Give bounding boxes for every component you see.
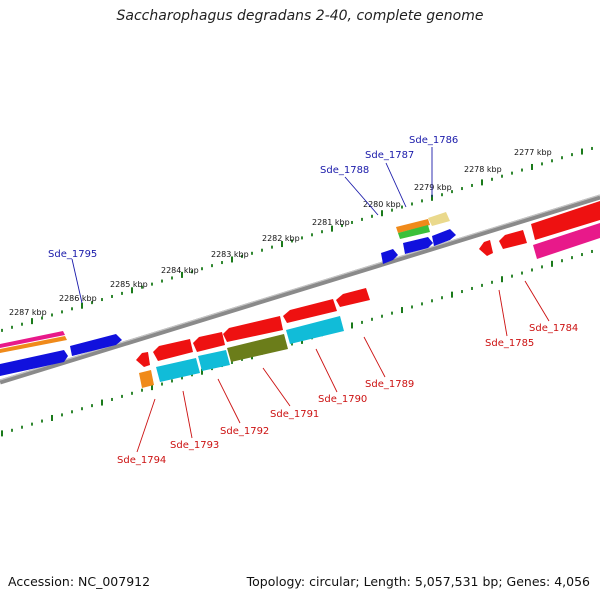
gene-feature[interactable] bbox=[193, 332, 225, 352]
genome-backbone-highlight bbox=[0, 194, 600, 381]
gene-label[interactable]: Sde_1787 bbox=[365, 150, 414, 161]
gene-feature[interactable] bbox=[428, 212, 450, 226]
gene-feature[interactable] bbox=[139, 370, 154, 388]
scale-label: 2280 kbp bbox=[363, 200, 401, 209]
scale-label: 2277 kbp bbox=[514, 148, 552, 157]
gene-feature[interactable] bbox=[223, 316, 283, 342]
reverse-strand-genes bbox=[136, 230, 527, 388]
scale-label: 2279 kbp bbox=[414, 183, 452, 192]
gene-label[interactable]: Sde_1792 bbox=[220, 426, 269, 437]
gene-feature[interactable] bbox=[398, 225, 430, 239]
gene-feature[interactable] bbox=[531, 201, 600, 240]
gene-feature[interactable] bbox=[156, 358, 200, 382]
gene-label[interactable]: Sde_1788 bbox=[320, 165, 369, 176]
gene-feature[interactable] bbox=[381, 249, 398, 264]
gene-feature[interactable] bbox=[432, 229, 456, 246]
scale-label: 2285 kbp bbox=[110, 280, 148, 289]
genome-backbone bbox=[0, 194, 600, 385]
gene-label[interactable]: Sde_1794 bbox=[117, 455, 166, 466]
gene-label[interactable]: Sde_1795 bbox=[48, 249, 97, 260]
scale-label: 2287 kbp bbox=[9, 308, 47, 317]
gene-feature[interactable] bbox=[283, 299, 337, 323]
figure-title: Saccharophagus degradans 2-40, complete … bbox=[116, 8, 484, 24]
gene-feature[interactable] bbox=[70, 334, 122, 356]
scale-label: 2282 kbp bbox=[262, 234, 300, 243]
gene-label[interactable]: Sde_1789 bbox=[365, 379, 414, 390]
gene-feature[interactable] bbox=[136, 352, 150, 367]
gene-feature[interactable] bbox=[227, 334, 288, 362]
scale-label: 2286 kbp bbox=[59, 294, 97, 303]
gene-feature[interactable] bbox=[479, 240, 493, 256]
gene-feature[interactable] bbox=[0, 336, 67, 353]
gene-feature[interactable] bbox=[198, 350, 230, 371]
gene-label[interactable]: Sde_1791 bbox=[270, 409, 319, 420]
scale-ticks-upper bbox=[1, 146, 593, 332]
scale-label: 2281 kbp bbox=[312, 218, 350, 227]
gene-feature[interactable] bbox=[0, 350, 68, 376]
scale-label: 2284 kbp bbox=[161, 266, 199, 275]
gene-label[interactable]: Sde_1785 bbox=[485, 338, 534, 349]
gene-label[interactable]: Sde_1793 bbox=[170, 440, 219, 451]
gene-feature[interactable] bbox=[403, 237, 433, 254]
accession-text: Accession: NC_007912 bbox=[8, 574, 151, 589]
gene-feature[interactable] bbox=[153, 339, 193, 361]
gene-feature[interactable] bbox=[336, 288, 370, 307]
gene-feature[interactable] bbox=[396, 219, 430, 233]
gene-feature[interactable] bbox=[499, 230, 527, 249]
reverse-gene-labels: Sde_1784 Sde_1785 Sde_1789 Sde_1790 Sde_… bbox=[117, 280, 578, 466]
genome-summary-text: Topology: circular; Length: 5,057,531 bp… bbox=[246, 574, 590, 589]
gene-label[interactable]: Sde_1784 bbox=[529, 323, 578, 334]
gene-feature[interactable] bbox=[286, 316, 344, 344]
gene-label[interactable]: Sde_1790 bbox=[318, 394, 367, 405]
scale-label: 2283 kbp bbox=[211, 250, 249, 259]
gene-label[interactable]: Sde_1786 bbox=[409, 135, 458, 146]
forward-strand-genes bbox=[0, 201, 600, 376]
scale-label: 2278 kbp bbox=[464, 165, 502, 174]
forward-gene-labels: Sde_1786 Sde_1787 Sde_1788 Sde_1795 bbox=[48, 135, 458, 304]
gene-feature[interactable] bbox=[0, 331, 65, 348]
gene-feature[interactable] bbox=[533, 223, 600, 259]
